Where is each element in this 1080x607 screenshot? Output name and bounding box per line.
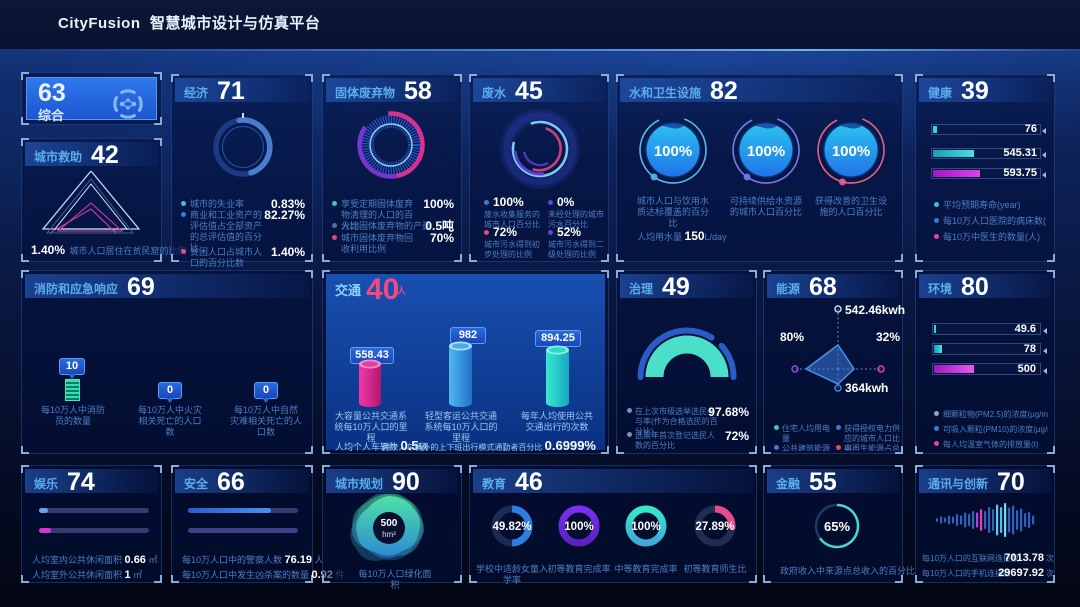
svg-text:49.82%: 49.82% — [492, 521, 531, 533]
svg-text:hm²: hm² — [382, 530, 396, 539]
svg-text:65%: 65% — [824, 519, 850, 534]
svg-text:100%: 100% — [654, 143, 692, 160]
svg-text:100%: 100% — [832, 143, 870, 160]
svg-text:100%: 100% — [747, 143, 785, 160]
svg-text:500: 500 — [381, 518, 398, 529]
svg-text:100%: 100% — [564, 521, 593, 533]
svg-text:100%: 100% — [631, 521, 660, 533]
svg-text:27.89%: 27.89% — [695, 521, 734, 533]
